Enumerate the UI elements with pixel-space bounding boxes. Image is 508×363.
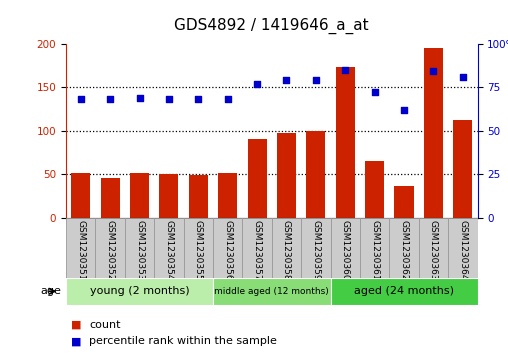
Point bbox=[224, 97, 232, 102]
Bar bbox=[306, 131, 326, 218]
Text: GSM1230356: GSM1230356 bbox=[223, 220, 232, 280]
Bar bbox=[183, 218, 213, 278]
Text: GSM1230362: GSM1230362 bbox=[399, 220, 408, 280]
Bar bbox=[101, 178, 120, 218]
Bar bbox=[424, 48, 443, 218]
Text: percentile rank within the sample: percentile rank within the sample bbox=[89, 336, 277, 346]
Text: count: count bbox=[89, 320, 120, 330]
Bar bbox=[331, 278, 478, 305]
Text: GSM1230352: GSM1230352 bbox=[106, 220, 115, 280]
Point bbox=[341, 67, 350, 73]
Point bbox=[282, 77, 291, 83]
Text: GDS4892 / 1419646_a_at: GDS4892 / 1419646_a_at bbox=[174, 18, 369, 34]
Bar bbox=[389, 218, 419, 278]
Text: GSM1230364: GSM1230364 bbox=[458, 220, 467, 280]
Bar bbox=[247, 139, 267, 218]
Point bbox=[106, 97, 114, 102]
Bar bbox=[395, 187, 414, 218]
Text: GSM1230360: GSM1230360 bbox=[341, 220, 350, 280]
Text: GSM1230355: GSM1230355 bbox=[194, 220, 203, 280]
Text: ■: ■ bbox=[71, 336, 82, 346]
Bar bbox=[213, 278, 331, 305]
Point bbox=[253, 81, 261, 86]
Point bbox=[136, 95, 144, 101]
Bar bbox=[96, 218, 125, 278]
Point bbox=[312, 77, 320, 83]
Point bbox=[165, 97, 173, 102]
Text: GSM1230353: GSM1230353 bbox=[135, 220, 144, 280]
Bar bbox=[154, 218, 183, 278]
Bar bbox=[66, 278, 213, 305]
Bar bbox=[453, 120, 472, 218]
Bar bbox=[242, 218, 272, 278]
Bar bbox=[336, 67, 355, 218]
Bar bbox=[448, 218, 478, 278]
Bar bbox=[218, 174, 237, 218]
Bar bbox=[277, 133, 296, 218]
Point bbox=[400, 107, 408, 113]
Point bbox=[459, 74, 467, 79]
Bar bbox=[360, 218, 389, 278]
Bar bbox=[365, 161, 384, 218]
Bar bbox=[331, 218, 360, 278]
Bar bbox=[125, 218, 154, 278]
Bar bbox=[272, 218, 301, 278]
Text: aged (24 months): aged (24 months) bbox=[354, 286, 454, 296]
Bar bbox=[71, 174, 90, 218]
Text: GSM1230361: GSM1230361 bbox=[370, 220, 379, 280]
Bar bbox=[213, 218, 242, 278]
Bar bbox=[66, 218, 96, 278]
Text: young (2 months): young (2 months) bbox=[90, 286, 189, 296]
Text: GSM1230354: GSM1230354 bbox=[165, 220, 173, 280]
Text: age: age bbox=[40, 286, 61, 296]
Point bbox=[194, 97, 202, 102]
Point bbox=[429, 69, 437, 74]
Text: GSM1230363: GSM1230363 bbox=[429, 220, 438, 280]
Text: GSM1230351: GSM1230351 bbox=[76, 220, 85, 280]
Point bbox=[370, 89, 378, 95]
Bar bbox=[301, 218, 331, 278]
Point bbox=[77, 97, 85, 102]
Bar bbox=[130, 174, 149, 218]
Bar bbox=[189, 175, 208, 218]
Text: GSM1230359: GSM1230359 bbox=[311, 220, 321, 280]
Bar bbox=[419, 218, 448, 278]
Bar bbox=[160, 174, 178, 218]
Text: ■: ■ bbox=[71, 320, 82, 330]
Text: GSM1230357: GSM1230357 bbox=[252, 220, 262, 280]
Text: middle aged (12 months): middle aged (12 months) bbox=[214, 287, 329, 296]
Text: GSM1230358: GSM1230358 bbox=[282, 220, 291, 280]
